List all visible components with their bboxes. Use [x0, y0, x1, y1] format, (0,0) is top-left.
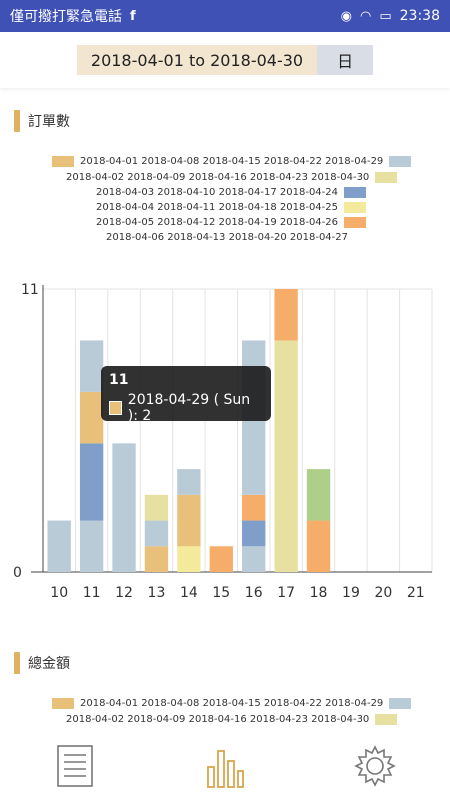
x-tick-label: 17 — [277, 585, 295, 601]
facebook-icon: f — [130, 8, 136, 24]
legend-label: 2018-04-01 2018-04-08 2018-04-15 2018-04… — [80, 155, 384, 167]
battery-icon: ▭ — [379, 8, 392, 24]
tooltip-title: 11 — [109, 372, 129, 388]
document-list-icon — [57, 745, 93, 787]
y-tick-label: 11 — [21, 282, 39, 298]
bar-segment — [144, 546, 169, 572]
bar-segment — [47, 520, 71, 572]
bottom-navigation — [0, 732, 450, 800]
amount-section-title: 總金額 — [28, 656, 70, 672]
bar-segment — [209, 546, 233, 572]
wifi-icon: ◠ — [360, 8, 372, 24]
eye-icon: ◉ — [340, 8, 352, 24]
orders-bar-chart[interactable]: 11 0 10 11 12 13 14 15 16 17 18 19 20 21 — [0, 276, 450, 606]
legend-swatch — [389, 155, 412, 167]
legend-swatch — [344, 216, 366, 228]
bar-segment — [306, 520, 331, 572]
x-tick-label: 13 — [148, 585, 166, 601]
tooltip-value: 2018-04-29 ( Sun ): 2 — [127, 392, 251, 424]
x-tick-label: 11 — [83, 585, 101, 601]
bar-segment — [274, 340, 298, 572]
bar-segment — [242, 520, 266, 547]
y-tick-label: 0 — [13, 565, 22, 581]
emergency-calls-text: 僅可撥打緊急電話 — [10, 9, 122, 25]
date-range-button[interactable]: 2018-04-01 to 2018-04-30 — [76, 45, 318, 75]
date-range-selector: 2018-04-01 to 2018-04-30 日 — [76, 45, 374, 75]
bar-segment — [112, 443, 136, 572]
legend-item[interactable]: 2018-04-01 2018-04-08 2018-04-15 2018-04… — [52, 696, 412, 710]
bar-segment — [306, 469, 331, 521]
x-tick-label: 21 — [407, 585, 425, 601]
bar-segment — [144, 494, 169, 521]
bar-segment — [79, 520, 104, 572]
period-unit-button[interactable]: 日 — [317, 45, 374, 75]
legend-label: 2018-04-02 2018-04-09 2018-04-16 2018-04… — [66, 713, 370, 725]
clock: 23:38 — [399, 8, 440, 24]
chart-tooltip: 11 2018-04-29 ( Sun ): 2 — [101, 366, 271, 424]
bar-chart-icon — [207, 750, 244, 788]
legend-label: 2018-04-05 2018-04-12 2018-04-19 2018-04… — [96, 216, 338, 228]
orders-section-header: 訂單數 — [14, 110, 70, 132]
legend-item[interactable]: 2018-04-05 2018-04-12 2018-04-19 2018-04… — [96, 215, 366, 229]
nav-chart-button[interactable] — [195, 736, 255, 796]
x-tick-label: 15 — [212, 585, 230, 601]
legend-swatch — [52, 697, 74, 709]
nav-list-button[interactable] — [45, 736, 105, 796]
legend-swatch — [375, 713, 398, 725]
amount-section-header: 總金額 — [14, 652, 70, 674]
legend-swatch — [52, 155, 74, 167]
bar-segment — [177, 546, 201, 572]
section-marker — [14, 652, 20, 674]
legend-swatch — [344, 186, 366, 198]
x-tick-label: 14 — [180, 585, 198, 601]
legend-label: 2018-04-06 2018-04-13 2018-04-20 2018-04… — [106, 231, 348, 243]
date-range-bar: 2018-04-01 to 2018-04-30 日 — [0, 32, 450, 88]
legend-label: 2018-04-02 2018-04-09 2018-04-16 2018-04… — [66, 171, 370, 183]
x-tick-label: 16 — [245, 585, 263, 601]
legend-label: 2018-04-01 2018-04-08 2018-04-15 2018-04… — [80, 697, 384, 709]
nav-settings-button[interactable] — [345, 736, 405, 796]
legend-item[interactable]: 2018-04-02 2018-04-09 2018-04-16 2018-04… — [66, 170, 398, 184]
bar-segment — [79, 443, 104, 521]
legend-swatch — [389, 697, 412, 709]
tooltip-swatch — [109, 401, 122, 415]
legend-label: 2018-04-03 2018-04-10 2018-04-17 2018-04… — [96, 186, 338, 198]
bar-segment — [177, 494, 201, 547]
legend-swatch — [344, 201, 366, 213]
legend-item[interactable]: 2018-04-04 2018-04-11 2018-04-18 2018-04… — [96, 200, 366, 214]
legend-item[interactable]: 2018-04-02 2018-04-09 2018-04-16 2018-04… — [66, 712, 398, 726]
bar-segment — [242, 494, 266, 521]
x-tick-label: 20 — [374, 585, 392, 601]
x-tick-label: 18 — [310, 585, 328, 601]
bar-segment — [242, 546, 266, 572]
bar-segment — [177, 469, 201, 495]
bar-segment — [79, 391, 104, 444]
gear-icon — [354, 745, 396, 787]
x-tick-label: 19 — [342, 585, 360, 601]
x-tick-label: 10 — [50, 585, 68, 601]
legend-item[interactable]: 2018-04-06 2018-04-13 2018-04-20 2018-04… — [106, 230, 348, 244]
legend-label: 2018-04-04 2018-04-11 2018-04-18 2018-04… — [96, 201, 338, 213]
bar-segment — [144, 520, 169, 547]
status-bar: 僅可撥打緊急電話 f ◉ ◠ ▭ 23:38 — [0, 0, 450, 32]
legend-item[interactable]: 2018-04-03 2018-04-10 2018-04-17 2018-04… — [96, 185, 366, 199]
section-marker — [14, 110, 20, 132]
bar-segment — [274, 289, 298, 341]
bar-segment — [79, 340, 104, 392]
x-tick-label: 12 — [115, 585, 133, 601]
legend-swatch — [375, 171, 398, 183]
orders-section-title: 訂單數 — [28, 114, 70, 130]
legend-item[interactable]: 2018-04-01 2018-04-08 2018-04-15 2018-04… — [52, 154, 412, 168]
